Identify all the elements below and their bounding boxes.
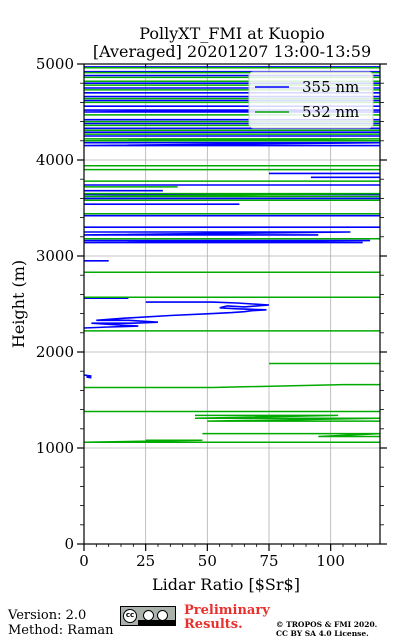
legend-box — [248, 71, 374, 129]
x-tick-label: 25 — [136, 552, 155, 570]
results-label: Results. — [184, 617, 243, 632]
y-tick-label: 1000 — [36, 439, 74, 457]
y-axis-label: Height (m) — [9, 260, 28, 348]
y-tick-label: 5000 — [36, 55, 74, 73]
license-label: CC BY SA 4.0 License. — [276, 629, 369, 638]
chart-title: PollyXT_FMI at Kuopio — [139, 24, 325, 43]
y-tick-label: 0 — [64, 535, 74, 553]
copyright-label: © TROPOS & FMI 2020. — [276, 620, 378, 629]
x-tick-label: 75 — [259, 552, 278, 570]
legend-label-532nm: 532 nm — [302, 103, 359, 121]
y-tick-label: 2000 — [36, 343, 74, 361]
method-label: Method: Raman — [8, 623, 114, 638]
x-tick-label: 100 — [316, 552, 345, 570]
y-tick-label: 3000 — [36, 247, 74, 265]
y-tick-label: 4000 — [36, 151, 74, 169]
x-tick-label: 0 — [79, 552, 89, 570]
cc-by-sa-icon: cc — [120, 606, 176, 626]
preliminary-label: Preliminary — [184, 603, 270, 618]
series-line-532nm — [83, 67, 381, 443]
version-label: Version: 2.0 — [8, 608, 87, 623]
legend-label-355nm: 355 nm — [302, 78, 359, 96]
x-tick-label: 50 — [198, 552, 217, 570]
chart-subtitle: [Averaged] 20201207 13:00-13:59 — [92, 42, 372, 61]
x-axis-label: Lidar Ratio [$Sr$] — [152, 575, 300, 594]
